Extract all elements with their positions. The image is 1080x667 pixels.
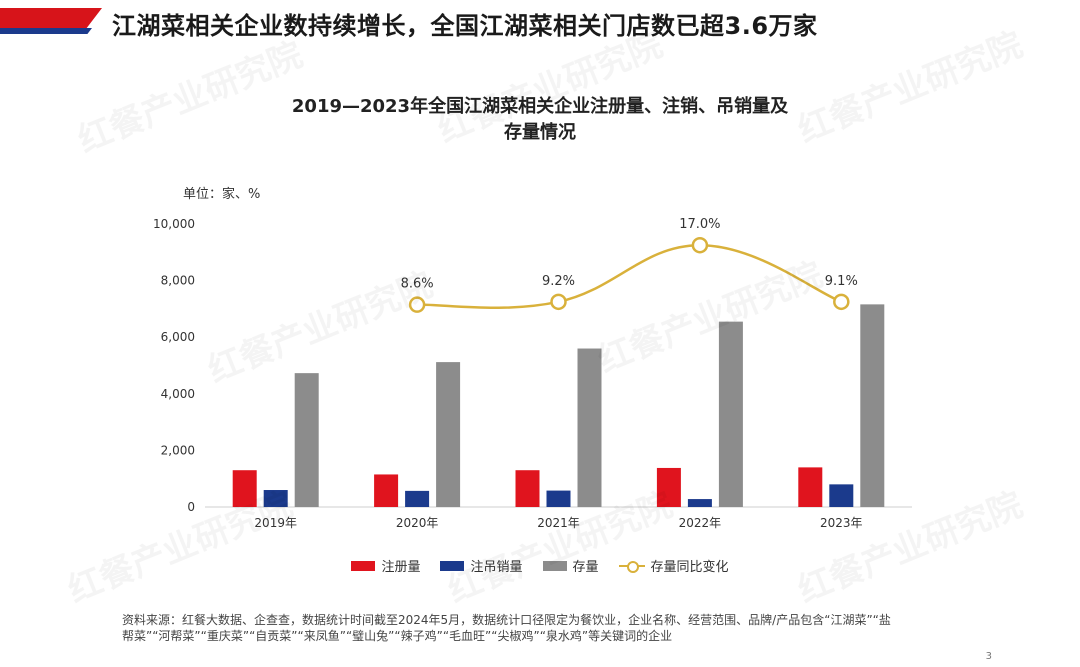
legend-swatch-gray	[542, 560, 567, 571]
bar-registrations-0	[232, 470, 257, 507]
y-tick-label: 0	[187, 500, 195, 514]
x-tick-label: 2022年	[679, 516, 722, 530]
legend-label: 注册量	[381, 560, 421, 575]
yoy-data-label: 8.6%	[401, 277, 434, 292]
yoy-line	[417, 243, 842, 310]
yoy-data-label: 9.2%	[542, 274, 575, 289]
x-tick-label: 2020年	[396, 516, 439, 530]
bar-stock-2	[577, 348, 602, 507]
bar-cancellations-3	[687, 499, 712, 507]
banner-blue-stripe	[0, 28, 92, 34]
yoy-point-3	[833, 293, 850, 311]
bar-stock-3	[718, 321, 743, 507]
yoy-point-0	[408, 296, 426, 313]
bar-stock-0	[294, 373, 319, 507]
bar-cancellations-2	[546, 490, 571, 507]
x-tick-label: 2021年	[537, 516, 580, 530]
page-title: 江湖菜相关企业数持续增长，全国江湖菜相关门店数已超3.6万家	[112, 12, 818, 40]
x-tick-label: 2023年	[820, 516, 863, 530]
bar-stock-4	[860, 304, 885, 507]
yoy-data-label: 9.1%	[825, 274, 858, 289]
legend-item-yoy: 存量同比变化	[618, 556, 729, 575]
banner-red-stripe	[0, 8, 102, 28]
legend-item-cancellations: 注吊销量	[440, 556, 523, 575]
legend-swatch-line	[618, 560, 645, 573]
legend: 注册量 注吊销量 存量 存量同比变化	[0, 556, 1080, 575]
legend-swatch-red	[351, 560, 376, 571]
legend-item-stock: 存量	[542, 556, 599, 575]
bar-registrations-3	[656, 467, 681, 507]
y-tick-label: 4,000	[161, 387, 195, 401]
legend-swatch-blue	[440, 560, 465, 571]
yoy-point-1	[550, 293, 567, 311]
yoy-data-label: 17.0%	[679, 217, 720, 232]
bar-registrations-1	[374, 474, 399, 507]
y-tick-label: 2,000	[161, 443, 195, 457]
unit-label: 单位：家、%	[183, 187, 261, 202]
yoy-point-2	[691, 236, 709, 254]
legend-label: 存量	[572, 560, 599, 575]
bar-cancellations-0	[263, 490, 288, 507]
legend-label: 注吊销量	[470, 560, 523, 575]
bar-registrations-4	[798, 467, 823, 507]
y-tick-label: 6,000	[161, 330, 195, 344]
chart-title: 2019—2023年全国江湖菜相关企业注册量、注销、吊销量及 存量情况	[0, 94, 1080, 146]
chart-title-line-2: 存量情况	[504, 122, 576, 143]
bar-registrations-2	[515, 470, 540, 507]
source-note: 资料来源：红餐大数据、企查查，数据统计时间截至2024年5月，数据统计口径限定为…	[122, 613, 891, 643]
page-number: 3	[985, 651, 992, 662]
legend-item-registrations: 注册量	[351, 556, 420, 575]
y-tick-label: 8,000	[161, 274, 195, 288]
x-tick-label: 2019年	[254, 516, 297, 530]
legend-label: 存量同比变化	[650, 560, 729, 575]
bar-stock-1	[436, 362, 461, 507]
bar-cancellations-4	[829, 484, 854, 507]
y-tick-label: 10,000	[153, 217, 195, 231]
header-banner	[0, 0, 1080, 44]
chart-title-line-1: 2019—2023年全国江湖菜相关企业注册量、注销、吊销量及	[291, 96, 789, 117]
bar-cancellations-1	[405, 490, 430, 507]
